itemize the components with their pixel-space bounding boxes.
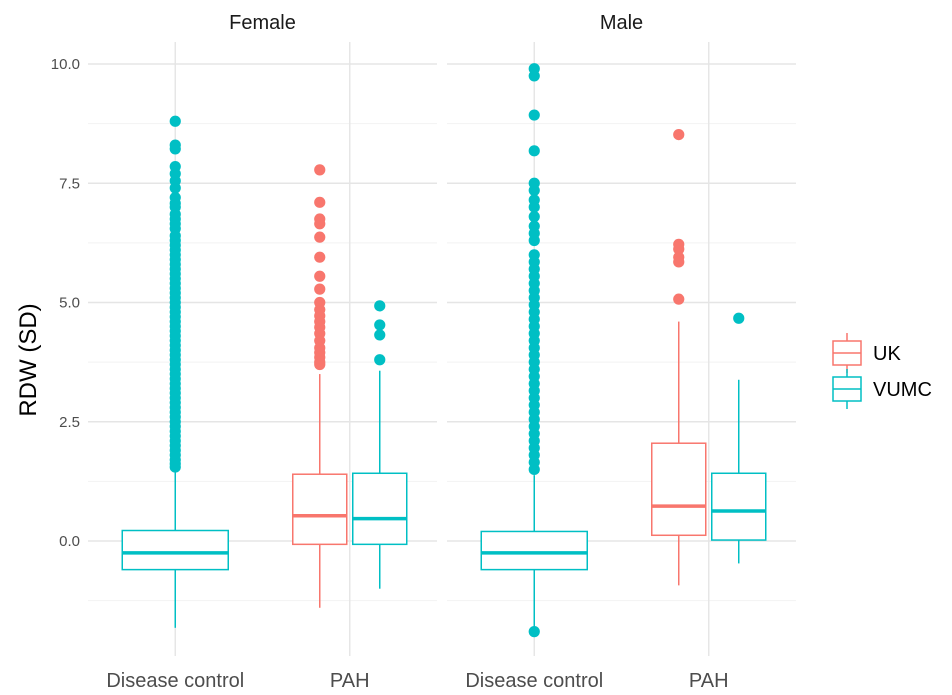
box-vumc bbox=[352, 300, 408, 589]
outlier-point bbox=[528, 234, 540, 247]
x-tick-label: PAH bbox=[330, 670, 370, 692]
legend-item-uk: UK bbox=[832, 333, 901, 373]
y-tick-label: 0.0 bbox=[59, 533, 80, 550]
outlier-point bbox=[374, 319, 386, 331]
x-tick-label: PAH bbox=[689, 670, 729, 692]
outlier-point bbox=[673, 243, 685, 255]
outlier-point bbox=[733, 312, 745, 324]
box-vumc bbox=[480, 63, 588, 638]
outlier-point bbox=[314, 218, 326, 230]
outlier-point bbox=[528, 70, 540, 82]
outlier-point bbox=[528, 626, 540, 638]
box-iqr bbox=[651, 442, 707, 537]
box-iqr bbox=[480, 530, 588, 571]
box-vumc bbox=[711, 312, 767, 564]
box-iqr bbox=[292, 473, 348, 546]
facet-strip-label: Female bbox=[229, 12, 296, 34]
outlier-point bbox=[528, 211, 540, 223]
y-axis-label: RDW (SD) bbox=[15, 303, 42, 416]
outlier-point bbox=[314, 231, 326, 243]
x-tick-label: Disease control bbox=[106, 670, 244, 692]
box-marks bbox=[121, 63, 767, 638]
outlier-point bbox=[169, 182, 181, 194]
box-uk bbox=[292, 164, 348, 608]
facet-strip-label: Male bbox=[600, 12, 643, 34]
outlier-point bbox=[169, 143, 181, 155]
box-uk bbox=[651, 128, 707, 586]
outlier-point bbox=[673, 256, 685, 268]
y-tick-label: 7.5 bbox=[59, 175, 80, 192]
box-iqr bbox=[352, 472, 408, 546]
outlier-point bbox=[314, 196, 326, 208]
outlier-point bbox=[528, 184, 540, 197]
outlier-point bbox=[314, 283, 326, 295]
box-iqr bbox=[121, 529, 229, 571]
outlier-point bbox=[528, 201, 540, 213]
y-tick-label: 2.5 bbox=[59, 414, 80, 431]
outlier-point bbox=[374, 300, 386, 312]
legend: UK VUMC bbox=[832, 333, 932, 409]
y-tick-label: 10.0 bbox=[51, 56, 80, 73]
legend-label: UK bbox=[873, 343, 901, 365]
legend-item-vumc: VUMC bbox=[832, 369, 932, 409]
outlier-point bbox=[314, 270, 326, 282]
outlier-point bbox=[673, 293, 685, 305]
y-tick-label: 5.0 bbox=[59, 295, 80, 312]
x-tick-label: Disease control bbox=[465, 670, 603, 692]
outlier-point bbox=[528, 145, 540, 157]
box-iqr bbox=[711, 472, 767, 541]
outlier-point bbox=[374, 329, 386, 341]
outlier-point bbox=[673, 128, 685, 141]
outlier-point bbox=[169, 461, 181, 473]
outlier-point bbox=[169, 115, 181, 127]
legend-label: VUMC bbox=[873, 379, 932, 401]
outlier-point bbox=[528, 109, 540, 121]
axis-text: Female Disease control PAH Male Disease cont… bbox=[51, 12, 729, 692]
outlier-point bbox=[528, 463, 540, 476]
box-vumc bbox=[121, 115, 229, 628]
outlier-point bbox=[314, 164, 326, 176]
outlier-point bbox=[374, 354, 386, 366]
outlier-point bbox=[314, 358, 326, 371]
outlier-point bbox=[314, 251, 326, 263]
